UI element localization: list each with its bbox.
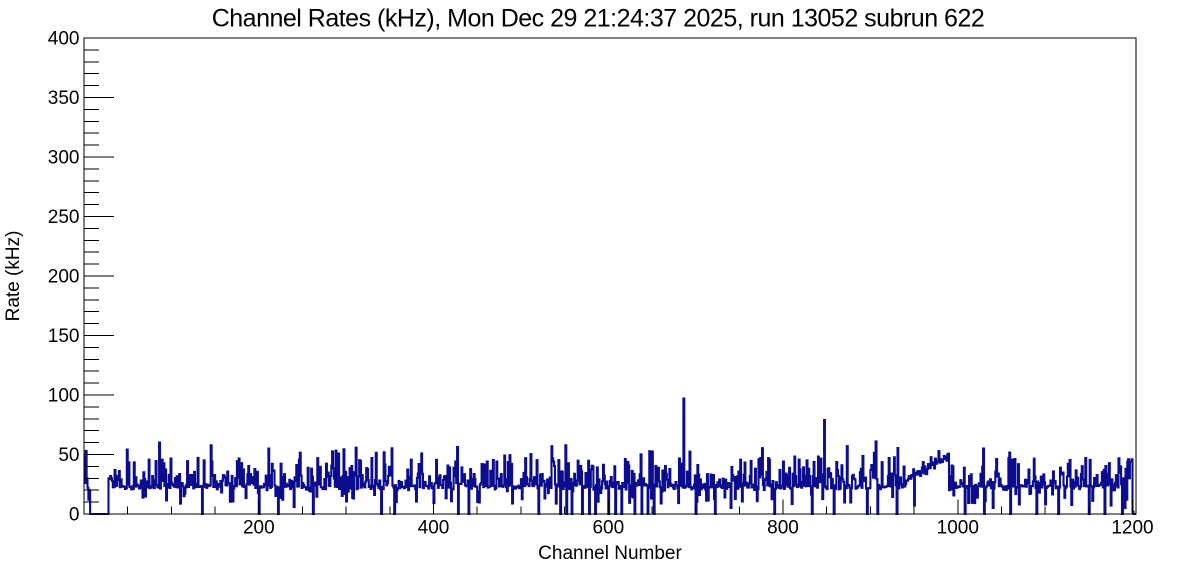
svg-text:400: 400	[48, 29, 80, 50]
svg-text:Channel Rates (kHz), Mon Dec 2: Channel Rates (kHz), Mon Dec 29 21:24:37…	[212, 4, 985, 32]
svg-text:Channel Number: Channel Number	[538, 543, 682, 564]
svg-text:0: 0	[69, 505, 80, 526]
svg-text:600: 600	[592, 518, 624, 539]
svg-text:200: 200	[243, 518, 275, 539]
svg-text:50: 50	[58, 445, 79, 466]
svg-text:Rate (kHz): Rate (kHz)	[3, 231, 24, 322]
svg-text:800: 800	[767, 518, 799, 539]
svg-text:350: 350	[48, 88, 80, 109]
svg-text:400: 400	[418, 518, 450, 539]
svg-text:250: 250	[48, 207, 80, 228]
svg-text:150: 150	[48, 326, 80, 347]
svg-text:200: 200	[48, 267, 80, 288]
svg-text:300: 300	[48, 148, 80, 169]
svg-text:100: 100	[48, 386, 80, 407]
svg-text:1000: 1000	[937, 518, 979, 539]
svg-text:1200: 1200	[1111, 518, 1153, 539]
